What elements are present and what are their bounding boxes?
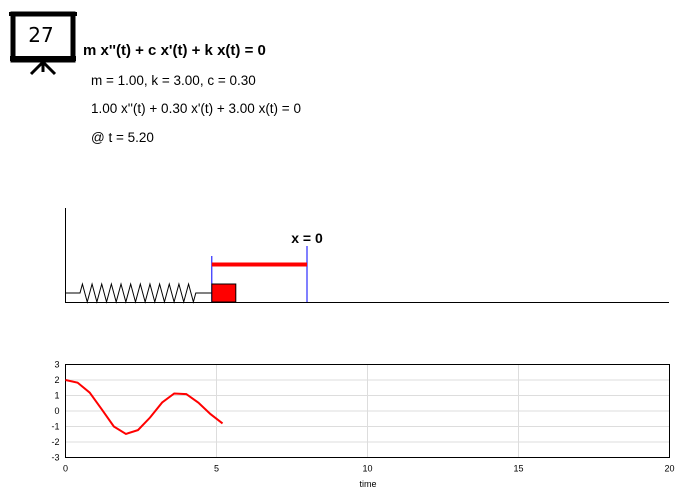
equilibrium-label: x = 0: [291, 230, 323, 246]
parameter-line: m = 1.00, k = 3.00, c = 0.30: [91, 73, 256, 88]
x-tick-label: 15: [513, 464, 523, 474]
x-tick-label: 0: [63, 464, 68, 474]
mass-block: [211, 283, 237, 303]
plot-frame: [65, 364, 670, 458]
presentation-board-icon: [9, 11, 77, 76]
x-tick-label: 5: [214, 464, 219, 474]
x-axis-label: time: [359, 479, 376, 489]
y-tick-label: 1: [54, 391, 59, 401]
y-axis-ticks: 3 2 1 0 -1 -2 -3: [51, 360, 59, 463]
position-series-line: [65, 379, 224, 436]
y-tick-label: 0: [54, 406, 59, 416]
time-readout: @ t = 5.20: [91, 130, 154, 145]
y-tick-label: -1: [51, 422, 59, 432]
spring: [66, 282, 212, 304]
y-tick-label: -3: [51, 453, 59, 463]
y-tick-label: 2: [54, 375, 59, 385]
y-tick-label: 3: [54, 360, 59, 370]
equation-title: m x''(t) + c x'(t) + k x(t) = 0: [83, 42, 266, 59]
slide-number: 27: [28, 23, 54, 47]
spring-mass-scene: x = 0: [65, 208, 669, 304]
x-tick-label: 20: [664, 464, 674, 474]
y-tick-label: -2: [51, 437, 59, 447]
x-axis-ticks: 0 5 10 15 20: [63, 464, 675, 474]
numeric-equation: 1.00 x''(t) + 0.30 x'(t) + 3.00 x(t) = 0: [91, 101, 301, 116]
x-tick-label: 10: [362, 464, 372, 474]
